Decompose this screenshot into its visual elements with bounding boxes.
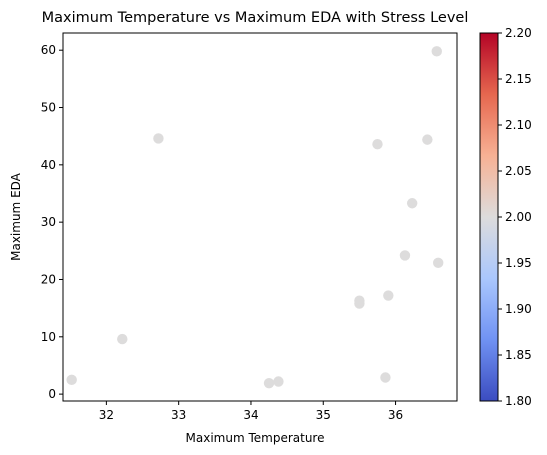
colorbar-tick-label: 1.85 — [505, 348, 532, 362]
x-tick-label: 34 — [243, 408, 258, 422]
data-point-8 — [380, 372, 390, 382]
data-point-0 — [66, 375, 76, 385]
data-point-3 — [264, 378, 274, 388]
colorbar-tick-label: 2.10 — [505, 118, 532, 132]
data-point-2 — [153, 133, 163, 143]
data-point-6 — [354, 295, 364, 305]
x-tick-label: 36 — [388, 408, 403, 422]
x-tick-label: 35 — [316, 408, 331, 422]
plot-frame — [63, 33, 457, 401]
y-tick-label: 10 — [41, 330, 56, 344]
y-axis-ticks: 0 10 20 30 40 50 60 — [41, 43, 63, 401]
data-point-4 — [273, 376, 283, 386]
colorbar-tick-label: 1.80 — [505, 394, 532, 408]
data-point-10 — [400, 250, 410, 260]
x-tick-label: 33 — [171, 408, 186, 422]
y-tick-label: 0 — [48, 387, 56, 401]
y-tick-label: 50 — [41, 101, 56, 115]
colorbar-tick-label: 1.90 — [505, 302, 532, 316]
x-axis-label: Maximum Temperature — [186, 431, 325, 445]
y-tick-label: 20 — [41, 272, 56, 286]
data-point-7 — [372, 139, 382, 149]
data-point-14 — [433, 258, 443, 268]
colorbar-tick-label: 1.95 — [505, 256, 532, 270]
points-layer — [66, 46, 443, 388]
colorbar-tick-label: 2.15 — [505, 72, 532, 86]
data-point-12 — [422, 134, 432, 144]
y-tick-label: 60 — [41, 43, 56, 57]
colorbar-tick-label: 2.20 — [505, 26, 532, 40]
data-point-13 — [432, 46, 442, 56]
chart-title: Maximum Temperature vs Maximum EDA with … — [42, 10, 469, 26]
y-axis-label: Maximum EDA — [9, 172, 23, 261]
x-tick-label: 32 — [99, 408, 114, 422]
colorbar-tick-label: 2.00 — [505, 210, 532, 224]
colorbar — [480, 33, 498, 401]
y-tick-label: 40 — [41, 158, 56, 172]
data-point-9 — [383, 290, 393, 300]
data-point-1 — [117, 334, 127, 344]
colorbar-tick-label: 2.05 — [505, 164, 532, 178]
y-tick-label: 30 — [41, 215, 56, 229]
data-point-11 — [407, 198, 417, 208]
colorbar-ticks: 1.80 1.85 1.90 1.95 2.00 2.05 2.10 2.15 2.20 — [498, 26, 532, 408]
x-axis-ticks: 32 33 34 35 36 — [99, 401, 403, 422]
